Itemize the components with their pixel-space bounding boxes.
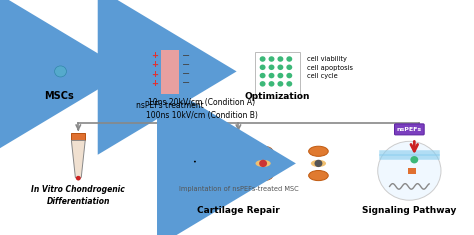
Circle shape [269,73,274,78]
Text: −: − [182,69,190,79]
Text: −: − [182,78,190,88]
Text: nsPEFs: nsPEFs [397,127,422,132]
Bar [159,46,181,96]
Text: Optimization: Optimization [244,92,310,101]
Circle shape [286,73,292,78]
Text: −: − [182,51,190,61]
Text: +: + [151,51,158,60]
Polygon shape [41,55,76,88]
Circle shape [277,81,283,87]
Circle shape [277,56,283,62]
Circle shape [260,65,265,70]
Circle shape [277,65,283,70]
Text: Implantation of nsPEFs-treated MSC: Implantation of nsPEFs-treated MSC [179,186,298,192]
Circle shape [378,141,441,200]
Text: cell apoptosis: cell apoptosis [307,65,353,71]
Text: +: + [151,79,158,88]
Circle shape [55,66,66,77]
Bar [409,168,416,173]
Circle shape [314,160,322,167]
Ellipse shape [168,157,190,169]
Text: MSCs: MSCs [44,91,73,101]
Bar [161,50,179,94]
Text: 10ns 20kV/cm (Condition A)
100ns 10kV/cm (Condition B): 10ns 20kV/cm (Condition A) 100ns 10kV/cm… [146,98,258,120]
Circle shape [269,81,274,87]
FancyBboxPatch shape [159,43,181,49]
Text: +: + [151,70,158,79]
Circle shape [194,161,196,162]
Text: cell viability: cell viability [307,56,347,62]
Ellipse shape [309,171,328,181]
Circle shape [410,156,418,163]
Circle shape [269,65,274,70]
Circle shape [192,155,200,161]
Text: −: − [182,60,190,70]
Circle shape [286,81,292,87]
Ellipse shape [253,146,273,156]
Text: nsPEFs treatment: nsPEFs treatment [137,101,204,110]
Circle shape [269,56,274,62]
Circle shape [186,156,200,169]
Circle shape [260,56,265,62]
Circle shape [260,81,265,87]
Text: Signaling Pathway: Signaling Pathway [362,206,456,215]
Circle shape [260,73,265,78]
Circle shape [259,160,267,167]
Ellipse shape [309,146,328,156]
Text: cell cycle: cell cycle [307,74,338,79]
Text: +: + [151,60,158,70]
Polygon shape [72,141,85,180]
Bar [255,52,300,98]
FancyBboxPatch shape [394,124,424,135]
Ellipse shape [253,171,273,181]
Circle shape [277,73,283,78]
Ellipse shape [255,160,271,167]
Circle shape [286,65,292,70]
Bar [72,133,85,141]
Ellipse shape [311,160,326,167]
Text: Cartilage Repair: Cartilage Repair [197,206,280,215]
Text: In Vitro Chondrogenic
Differentiation: In Vitro Chondrogenic Differentiation [31,185,125,206]
Circle shape [286,56,292,62]
Circle shape [76,176,81,180]
